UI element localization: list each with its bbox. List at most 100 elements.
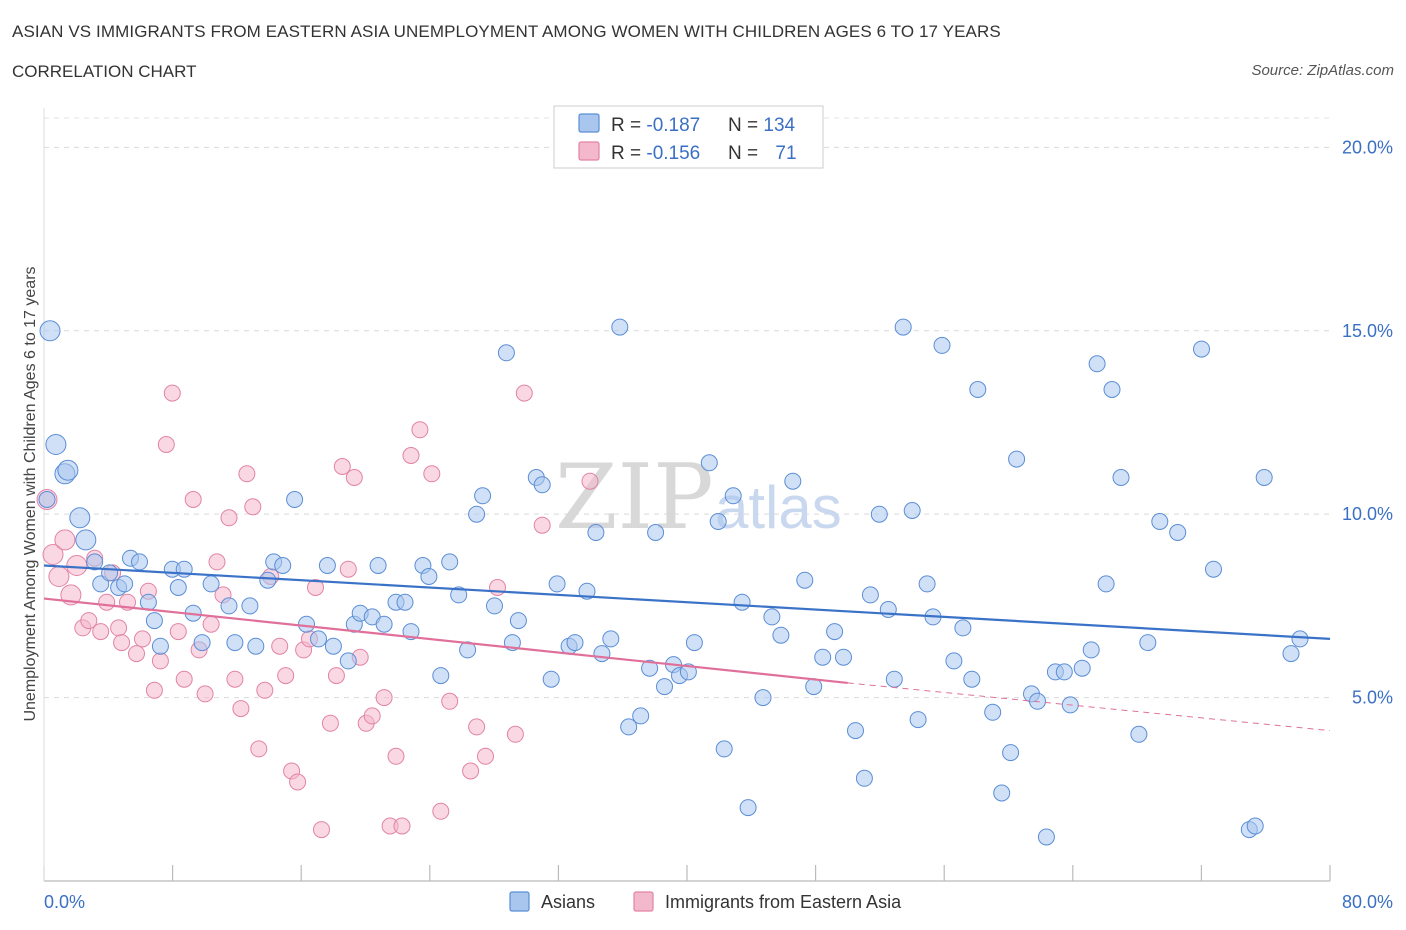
asians-point xyxy=(1255,469,1273,486)
immigrants-point xyxy=(468,718,486,736)
asians-point xyxy=(38,491,56,508)
asians-point xyxy=(855,769,873,787)
legend-swatch-asians xyxy=(578,113,600,133)
asians-point xyxy=(468,505,486,523)
legend-r-value-immigrants: -0.156 xyxy=(646,143,700,164)
asians-point xyxy=(1282,645,1300,663)
asians-point xyxy=(1055,663,1073,681)
immigrants-point xyxy=(402,447,420,464)
immigrants-point xyxy=(345,469,363,486)
asians-point xyxy=(903,502,921,519)
legend-n-value-immigrants: 71 xyxy=(775,143,796,164)
asians-point xyxy=(441,553,459,571)
asians-point xyxy=(241,597,259,615)
asians-point xyxy=(420,568,438,585)
immigrants-point xyxy=(375,689,393,707)
immigrants-point xyxy=(477,747,494,765)
immigrants-point xyxy=(339,560,357,578)
x-tick-label-min: 0.0% xyxy=(44,892,85,912)
bottom-legend-label-immigrants: Immigrants from Eastern Asia xyxy=(665,892,902,912)
asians-point xyxy=(75,529,97,551)
y-tick-labels: 5.0% 10.0% 15.0% 20.0% xyxy=(1342,137,1393,707)
immigrants-point xyxy=(327,667,345,685)
asians-point xyxy=(909,711,927,729)
asians-point xyxy=(1151,513,1169,530)
asians-point xyxy=(86,553,104,571)
asians-point xyxy=(679,663,697,681)
immigrants-point xyxy=(184,491,202,508)
svg-text:N = 134: N = 134 xyxy=(728,115,796,136)
asians-point xyxy=(69,507,91,529)
immigrants-point xyxy=(441,692,459,710)
asians-point xyxy=(709,513,727,530)
gridlines xyxy=(44,117,1330,699)
asians-point xyxy=(202,575,220,593)
asians-point xyxy=(548,575,566,593)
asians-point xyxy=(870,505,888,523)
asians-point xyxy=(1082,641,1100,659)
asians-point xyxy=(1008,450,1026,468)
bottom-legend-swatch-asians xyxy=(509,891,530,912)
asians-point xyxy=(984,703,1002,721)
immigrants-point xyxy=(321,714,339,732)
asians-point xyxy=(611,318,629,336)
immigrants-point xyxy=(48,566,70,587)
immigrants-point xyxy=(411,421,429,439)
asians-point xyxy=(1037,828,1055,846)
asians-point xyxy=(247,637,265,655)
immigrants-point xyxy=(98,593,116,611)
asians-point xyxy=(566,634,584,652)
asians-point xyxy=(286,491,304,508)
asians-point xyxy=(587,524,605,541)
immigrants-point xyxy=(393,817,411,835)
asians-point xyxy=(796,571,814,589)
immigrants-point xyxy=(244,498,262,516)
immigrants-point xyxy=(363,707,381,725)
asians-point xyxy=(432,667,450,685)
asians-point xyxy=(486,597,503,615)
asians-point xyxy=(847,722,864,740)
immigrants-point xyxy=(42,544,64,565)
immigrants-point xyxy=(175,670,193,688)
immigrants-point xyxy=(128,645,145,663)
asians-point xyxy=(45,434,67,455)
asians-point xyxy=(754,689,772,707)
asians-point xyxy=(375,615,393,633)
asians-point xyxy=(885,670,903,688)
asians-point xyxy=(715,740,733,758)
immigrants-point xyxy=(232,700,250,718)
asians-point xyxy=(733,593,751,611)
svg-text:N = 71: N = 71 xyxy=(728,143,797,164)
immigrants-point xyxy=(432,802,450,820)
immigrants-point xyxy=(54,529,76,551)
asians-point xyxy=(298,615,315,633)
immigrants-point xyxy=(202,615,220,633)
asians-point xyxy=(963,670,981,688)
asians-point xyxy=(92,575,110,593)
immigrants-point xyxy=(163,384,181,402)
trend-line-immigrants-extension xyxy=(847,682,1331,732)
legend-n-value-asians: 134 xyxy=(763,115,795,136)
series-asians-points xyxy=(38,318,1309,846)
asians-point xyxy=(602,630,620,648)
asians-point xyxy=(969,381,987,398)
asians-point xyxy=(933,336,951,354)
immigrants-point xyxy=(92,623,110,641)
immigrants-point xyxy=(506,725,524,743)
asians-point xyxy=(894,318,912,336)
asians-point xyxy=(685,634,703,652)
bottom-legend-swatch-immigrants xyxy=(633,891,654,912)
immigrants-point xyxy=(313,821,330,839)
svg-text:R = -0.156: R = -0.156 xyxy=(611,143,700,164)
asians-point xyxy=(945,652,963,670)
asians-point xyxy=(1112,469,1130,486)
asians-point xyxy=(1130,725,1148,743)
asians-point xyxy=(139,593,157,611)
series-immigrants-points xyxy=(36,384,599,839)
immigrants-point xyxy=(208,553,226,571)
immigrants-point xyxy=(515,384,533,402)
immigrants-point xyxy=(423,465,441,483)
asians-point xyxy=(533,476,551,494)
immigrants-point xyxy=(110,619,128,637)
immigrants-point xyxy=(196,685,214,703)
